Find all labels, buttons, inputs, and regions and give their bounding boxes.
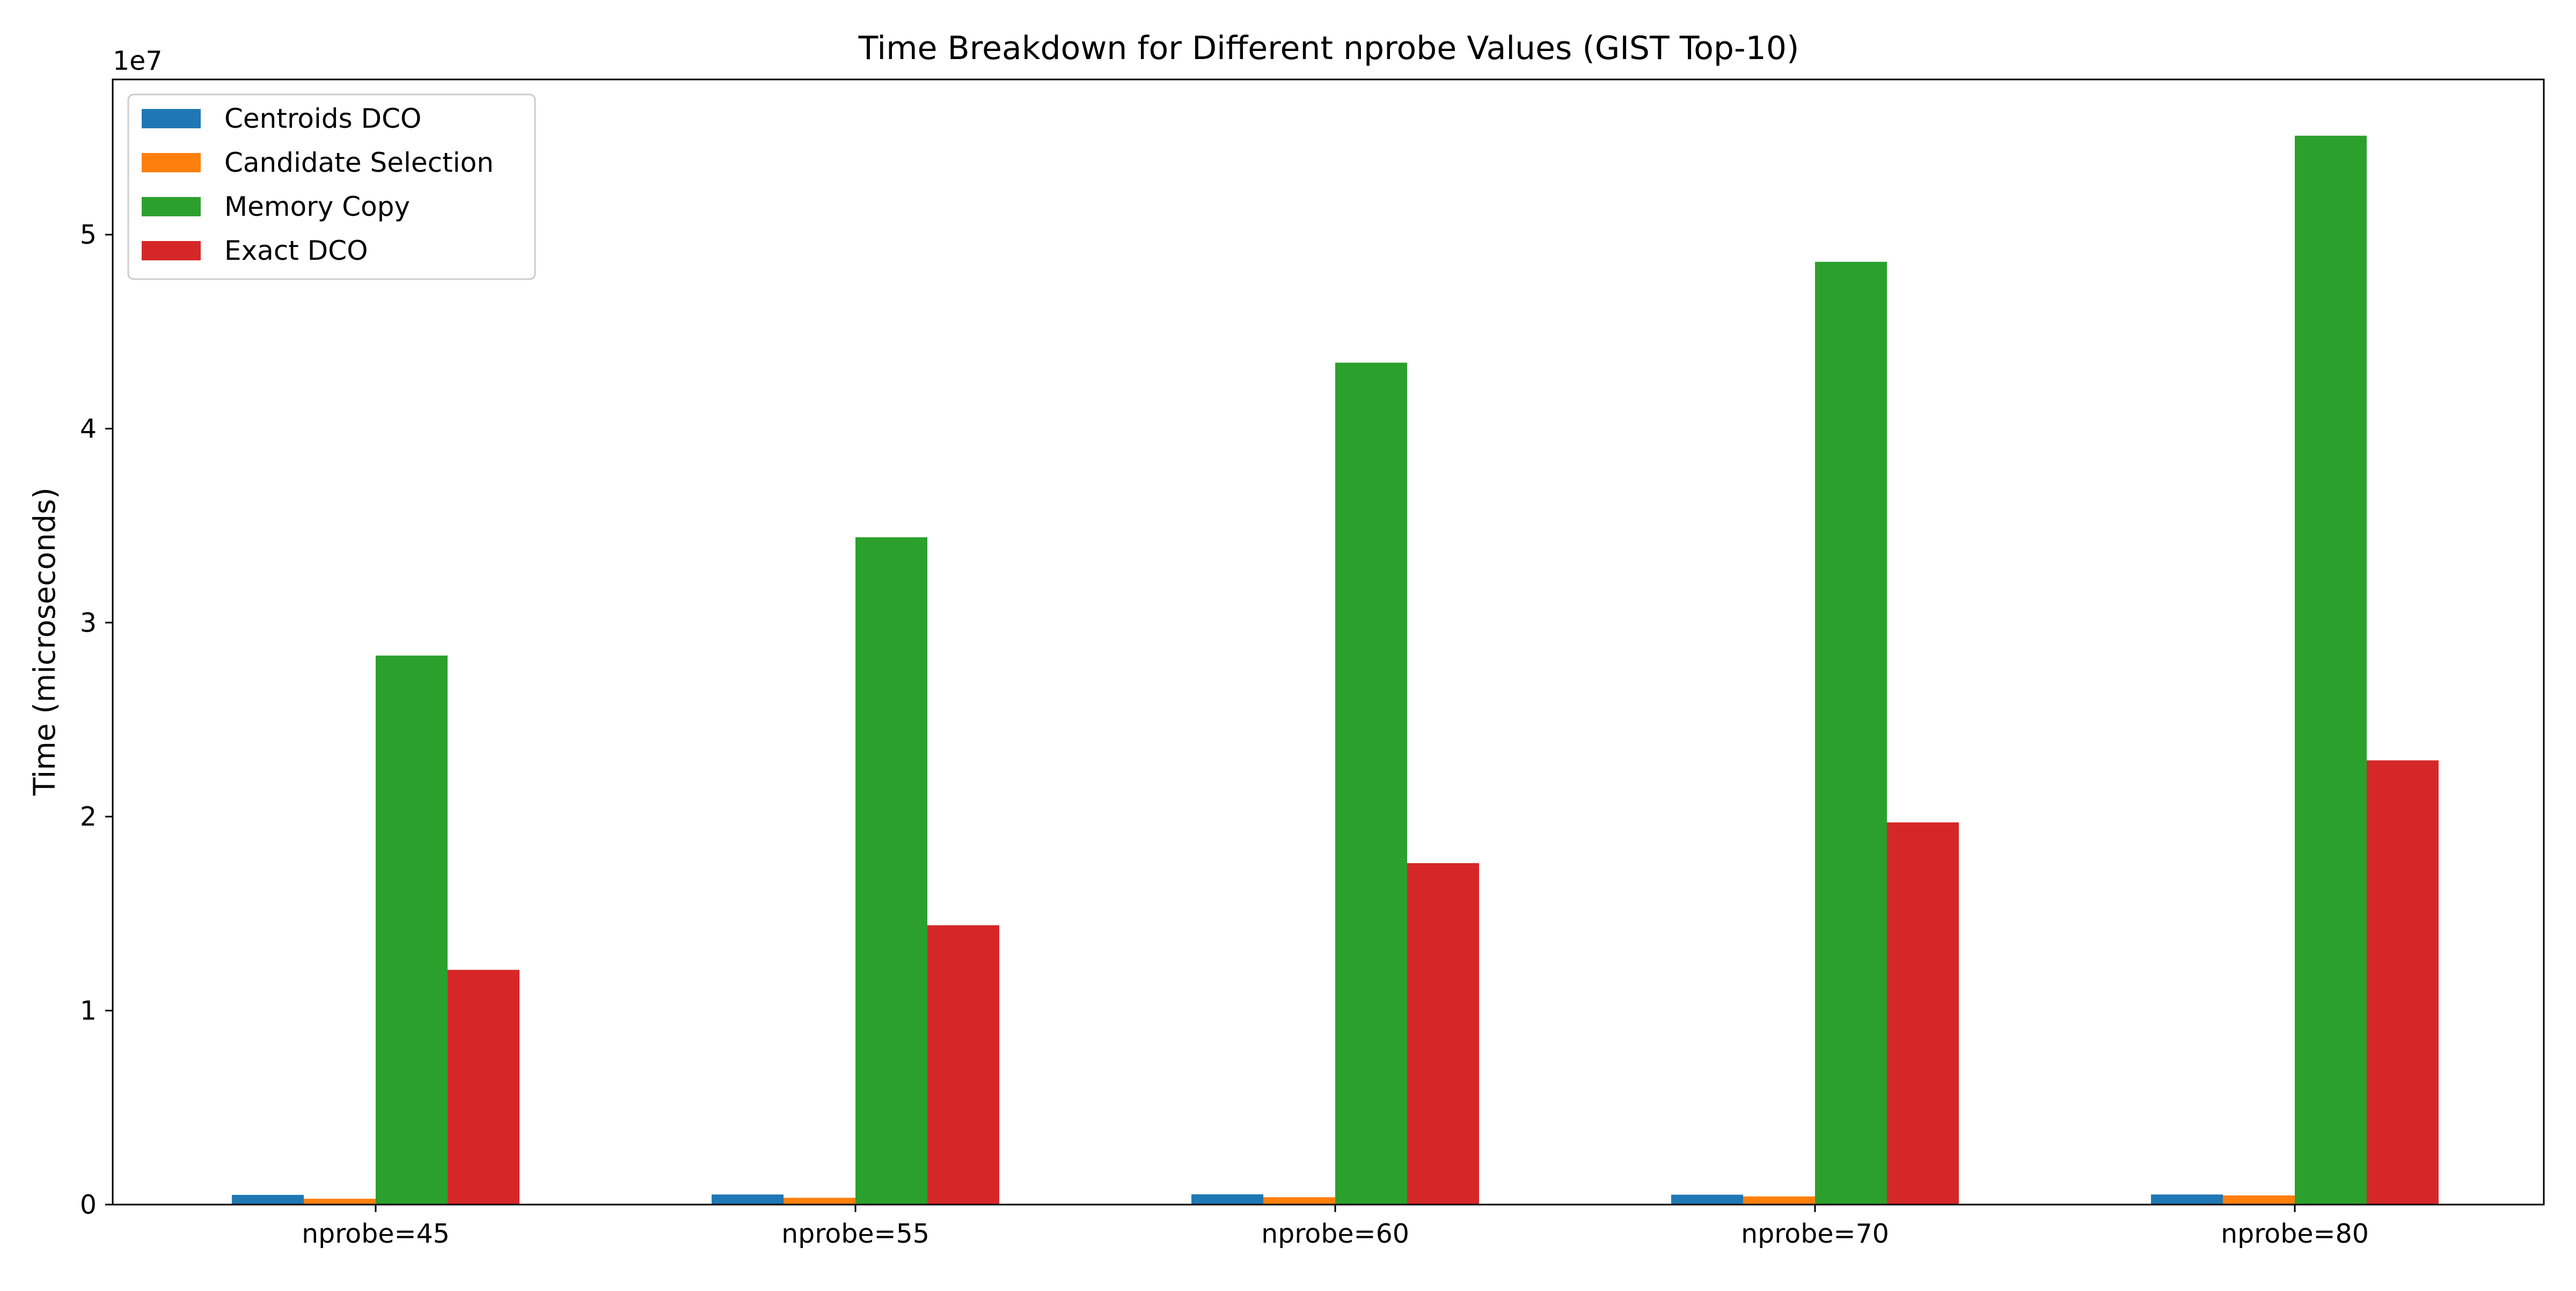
legend-box: [127, 93, 536, 280]
bar-memory-copy-4: [1815, 261, 1887, 1205]
bar-candidate-selection-1: [304, 1199, 376, 1205]
bar-candidate-selection-5: [2223, 1195, 2295, 1205]
legend-label-centroids-dco: Centroids DCO: [224, 103, 421, 134]
y-axis-scale-label: 1e7: [113, 46, 163, 76]
bar-centroids-dco-1: [232, 1194, 304, 1205]
legend-label-memory-copy: Memory Copy: [224, 191, 410, 222]
legend-swatch-centroids-dco: [142, 109, 201, 128]
bar-memory-copy-2: [855, 537, 927, 1205]
x-tick-label: nprobe=60: [1261, 1219, 1409, 1249]
chart-title: Time Breakdown for Different nprobe Valu…: [858, 30, 1799, 67]
y-tick-label: 3: [80, 608, 97, 638]
legend-label-candidate-selection: Candidate Selection: [224, 147, 494, 178]
bar-candidate-selection-2: [784, 1198, 855, 1205]
y-axis-label: Time (microseconds): [27, 487, 62, 796]
y-axis-ticks: 0 1 2 3 4 5: [80, 220, 113, 1220]
bar-exact-dco-1: [448, 969, 519, 1205]
bar-exact-dco-4: [1887, 822, 1959, 1205]
x-tick-label: nprobe=70: [1741, 1219, 1889, 1249]
legend-swatch-candidate-selection: [142, 153, 201, 172]
y-tick-label: 1: [80, 996, 97, 1026]
x-axis-ticks: nprobe=45 nprobe=55 nprobe=60 nprobe=70 npro…: [302, 1205, 2369, 1249]
y-tick-label: 4: [80, 413, 97, 444]
bar-exact-dco-5: [2367, 760, 2439, 1205]
bar-memory-copy-1: [376, 655, 448, 1205]
bar-centroids-dco-2: [712, 1194, 784, 1205]
x-tick-label: nprobe=45: [302, 1219, 450, 1249]
y-tick-label: 0: [80, 1190, 97, 1220]
bar-memory-copy-3: [1335, 362, 1407, 1205]
legend: Centroids DCO Candidate Selection Memory C…: [127, 93, 536, 280]
bar-candidate-selection-4: [1743, 1196, 1815, 1205]
bar-centroids-dco-3: [1191, 1194, 1263, 1205]
bar-exact-dco-3: [1407, 863, 1479, 1205]
legend-swatch-exact-dco: [142, 241, 201, 260]
bars-group: [232, 135, 2439, 1205]
y-tick-label: 5: [80, 220, 97, 250]
bar-candidate-selection-3: [1263, 1197, 1335, 1205]
bar-memory-copy-5: [2295, 135, 2367, 1205]
x-tick-label: nprobe=80: [2221, 1219, 2369, 1249]
y-tick-label: 2: [80, 801, 97, 832]
bar-centroids-dco-5: [2151, 1194, 2223, 1205]
legend-swatch-memory-copy: [142, 197, 201, 216]
legend-label-exact-dco: Exact DCO: [224, 235, 368, 266]
bar-exact-dco-2: [927, 925, 999, 1205]
x-tick-label: nprobe=55: [781, 1219, 930, 1249]
bar-centroids-dco-4: [1671, 1194, 1743, 1205]
plot-frame: [112, 78, 2545, 1206]
